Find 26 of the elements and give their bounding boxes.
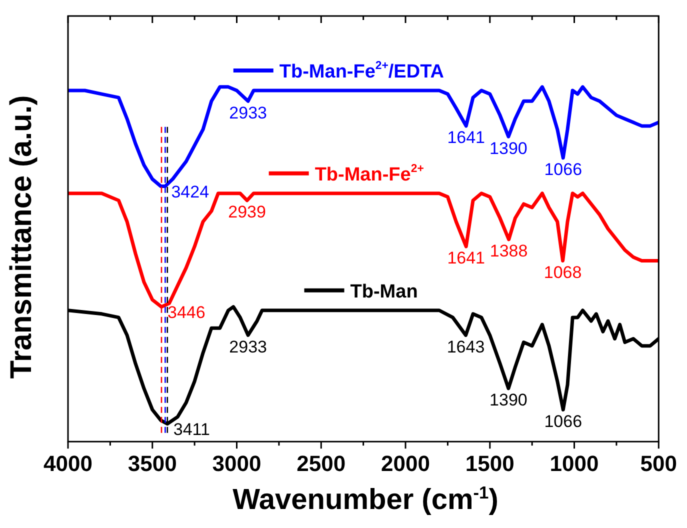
legend-label: Tb-Man: [350, 281, 418, 302]
x-tick-label: 4000: [44, 450, 92, 476]
x-tick-label: 3500: [128, 450, 177, 476]
annotation: 3446: [167, 303, 206, 322]
annotation: 2939: [228, 202, 266, 222]
x-tick-label: 2000: [381, 450, 430, 476]
annotation: 1390: [490, 138, 528, 158]
x-tick-label: 3000: [212, 450, 262, 476]
annotation: 2933: [229, 337, 267, 356]
x-tick-label: 1500: [465, 450, 514, 476]
annotation: 1643: [446, 337, 485, 356]
annotation: 1066: [544, 160, 582, 180]
annotation: 2933: [229, 103, 267, 122]
x-tick-label: 2500: [296, 450, 346, 476]
x-axis-title: Wavenumber (cm$^{-1}$): [232, 482, 500, 518]
annotation: 1388: [490, 242, 528, 261]
annotation: 1066: [544, 412, 582, 431]
annotation: 1641: [447, 128, 486, 148]
annotation: 3411: [173, 420, 210, 440]
x-tick-label: 1000: [550, 450, 599, 476]
y-axis-title: Transmittance (a.u.): [5, 95, 39, 379]
annotation: 1641: [447, 248, 486, 268]
annotation: 3424: [171, 182, 210, 202]
annotation: 1390: [490, 390, 528, 410]
annotation: 1068: [544, 262, 582, 282]
x-tick-label: 500: [640, 450, 678, 476]
